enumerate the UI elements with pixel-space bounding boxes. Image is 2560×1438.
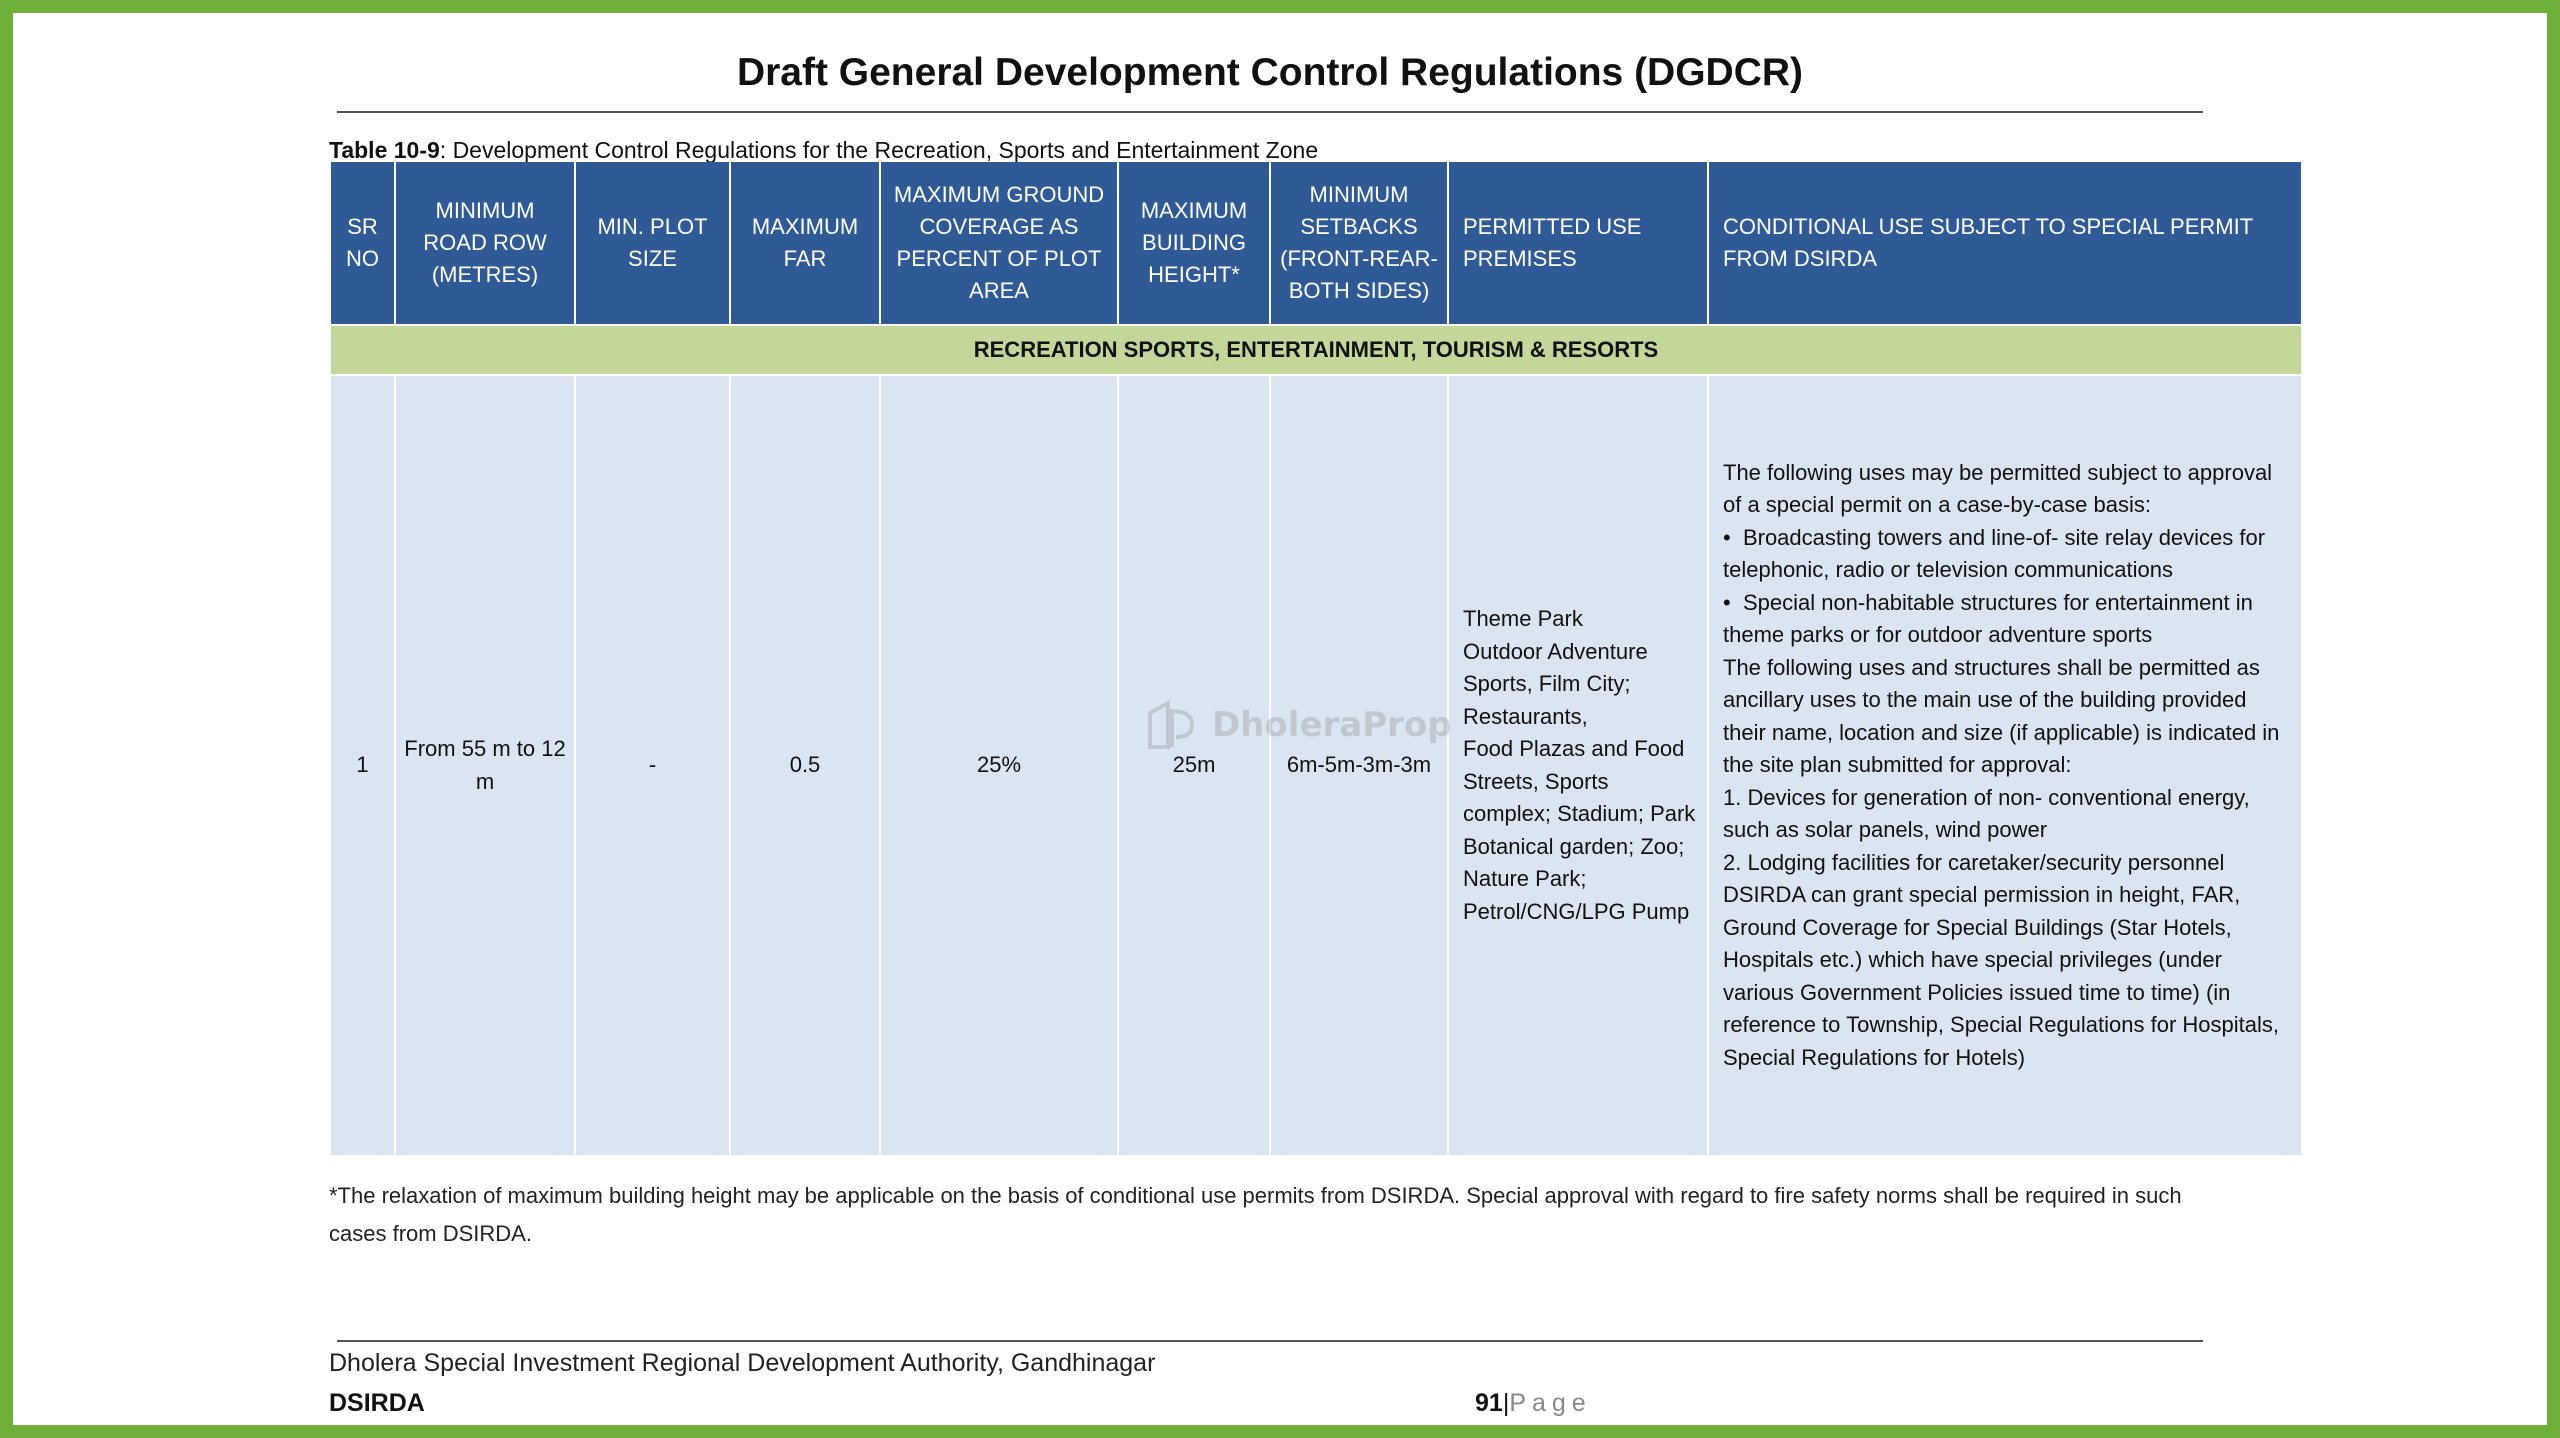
col-header-permitted-use: PERMITTED USE PREMISES xyxy=(1448,162,1709,325)
page-separator: | xyxy=(1502,1389,1510,1417)
col-header-sr-no: SR NO xyxy=(331,162,396,325)
col-header-road-row: MINIMUM ROAD ROW (METRES) xyxy=(395,162,576,325)
cell-ground-coverage: 25% xyxy=(880,375,1119,1155)
cell-min-plot: - xyxy=(575,375,731,1155)
conditional-use-intro: The following uses may be permitted subj… xyxy=(1723,459,2273,518)
permitted-use-line: Food Plazas and Food Streets, Sports com… xyxy=(1463,736,1696,826)
document-page: Draft General Development Control Regula… xyxy=(13,13,2547,1425)
conditional-use-bullet: Special non-habitable structures for ent… xyxy=(1723,587,2295,652)
permitted-use-line: Botanical garden; Zoo; Nature Park; Petr… xyxy=(1463,833,1690,924)
col-header-building-height: MAXIMUM BUILDING HEIGHT* xyxy=(1118,162,1271,325)
footnote: *The relaxation of maximum building heig… xyxy=(329,1183,2182,1246)
table-caption: Table 10-9: Development Control Regulati… xyxy=(329,137,1318,164)
col-header-max-far: MAXIMUM FAR xyxy=(730,162,881,325)
page-word: Page xyxy=(1509,1389,1592,1417)
col-header-ground-coverage: MAXIMUM GROUND COVERAGE AS PERCENT OF PL… xyxy=(880,162,1119,325)
header-rule xyxy=(337,111,2203,113)
cell-road-row: From 55 m to 12 m xyxy=(395,375,576,1155)
ancillary-use-item: 2. Lodging facilities for caretaker/secu… xyxy=(1723,849,2225,875)
cell-max-far: 0.5 xyxy=(730,375,881,1155)
conditional-use-bullet: Broadcasting towers and line-of- site re… xyxy=(1723,522,2295,587)
cell-conditional-use: The following uses may be permitted subj… xyxy=(1708,375,2301,1155)
permitted-use-line: Theme Park xyxy=(1463,606,1583,631)
zone-band-row: RECREATION SPORTS, ENTERTAINMENT, TOURIS… xyxy=(331,324,2301,376)
cell-permitted-use: Theme Park Outdoor Adventure Sports, Fil… xyxy=(1448,375,1709,1155)
footer-abbreviation: DSIRDA xyxy=(329,1389,425,1417)
table-header-row: SR NO MINIMUM ROAD ROW (METRES) MIN. PLO… xyxy=(331,162,2301,325)
ancillary-use-item: 1. Devices for generation of non- conven… xyxy=(1723,784,2250,843)
special-permission-note: DSIRDA can grant special permission in h… xyxy=(1723,882,2280,1070)
table-caption-label: Table 10-9 xyxy=(329,137,440,163)
zone-band-label: RECREATION SPORTS, ENTERTAINMENT, TOURIS… xyxy=(331,324,2301,376)
col-header-setbacks: MINIMUM SETBACKS (FRONT-REAR-BOTH SIDES) xyxy=(1270,162,1449,325)
page-indicator: 91|Page xyxy=(1475,1389,1592,1418)
cell-building-height: 25m xyxy=(1118,375,1271,1155)
permitted-use-line: Restaurants, xyxy=(1463,703,1588,729)
cell-sr-no: 1 xyxy=(331,375,396,1155)
table-row: 1 From 55 m to 12 m - 0.5 25% 25m 6m-5m-… xyxy=(331,375,2301,1155)
cell-setbacks: 6m-5m-3m-3m xyxy=(1270,375,1449,1155)
col-header-min-plot: MIN. PLOT SIZE xyxy=(575,162,731,325)
document-title: Draft General Development Control Regula… xyxy=(736,51,1804,94)
table-caption-text: : Development Control Regulations for th… xyxy=(439,137,1319,163)
footer-rule xyxy=(337,1340,2203,1342)
page-number: 91 xyxy=(1475,1389,1503,1417)
col-header-conditional-use: CONDITIONAL USE SUBJECT TO SPECIAL PERMI… xyxy=(1708,162,2301,325)
regulations-table: SR NO MINIMUM ROAD ROW (METRES) MIN. PLO… xyxy=(331,162,2301,1155)
footer-organization: Dholera Special Investment Regional Deve… xyxy=(329,1349,1156,1377)
permitted-use-line: Outdoor Adventure Sports, Film City; xyxy=(1463,638,1648,697)
ancillary-use-intro: The following uses and structures shall … xyxy=(1723,654,2280,778)
